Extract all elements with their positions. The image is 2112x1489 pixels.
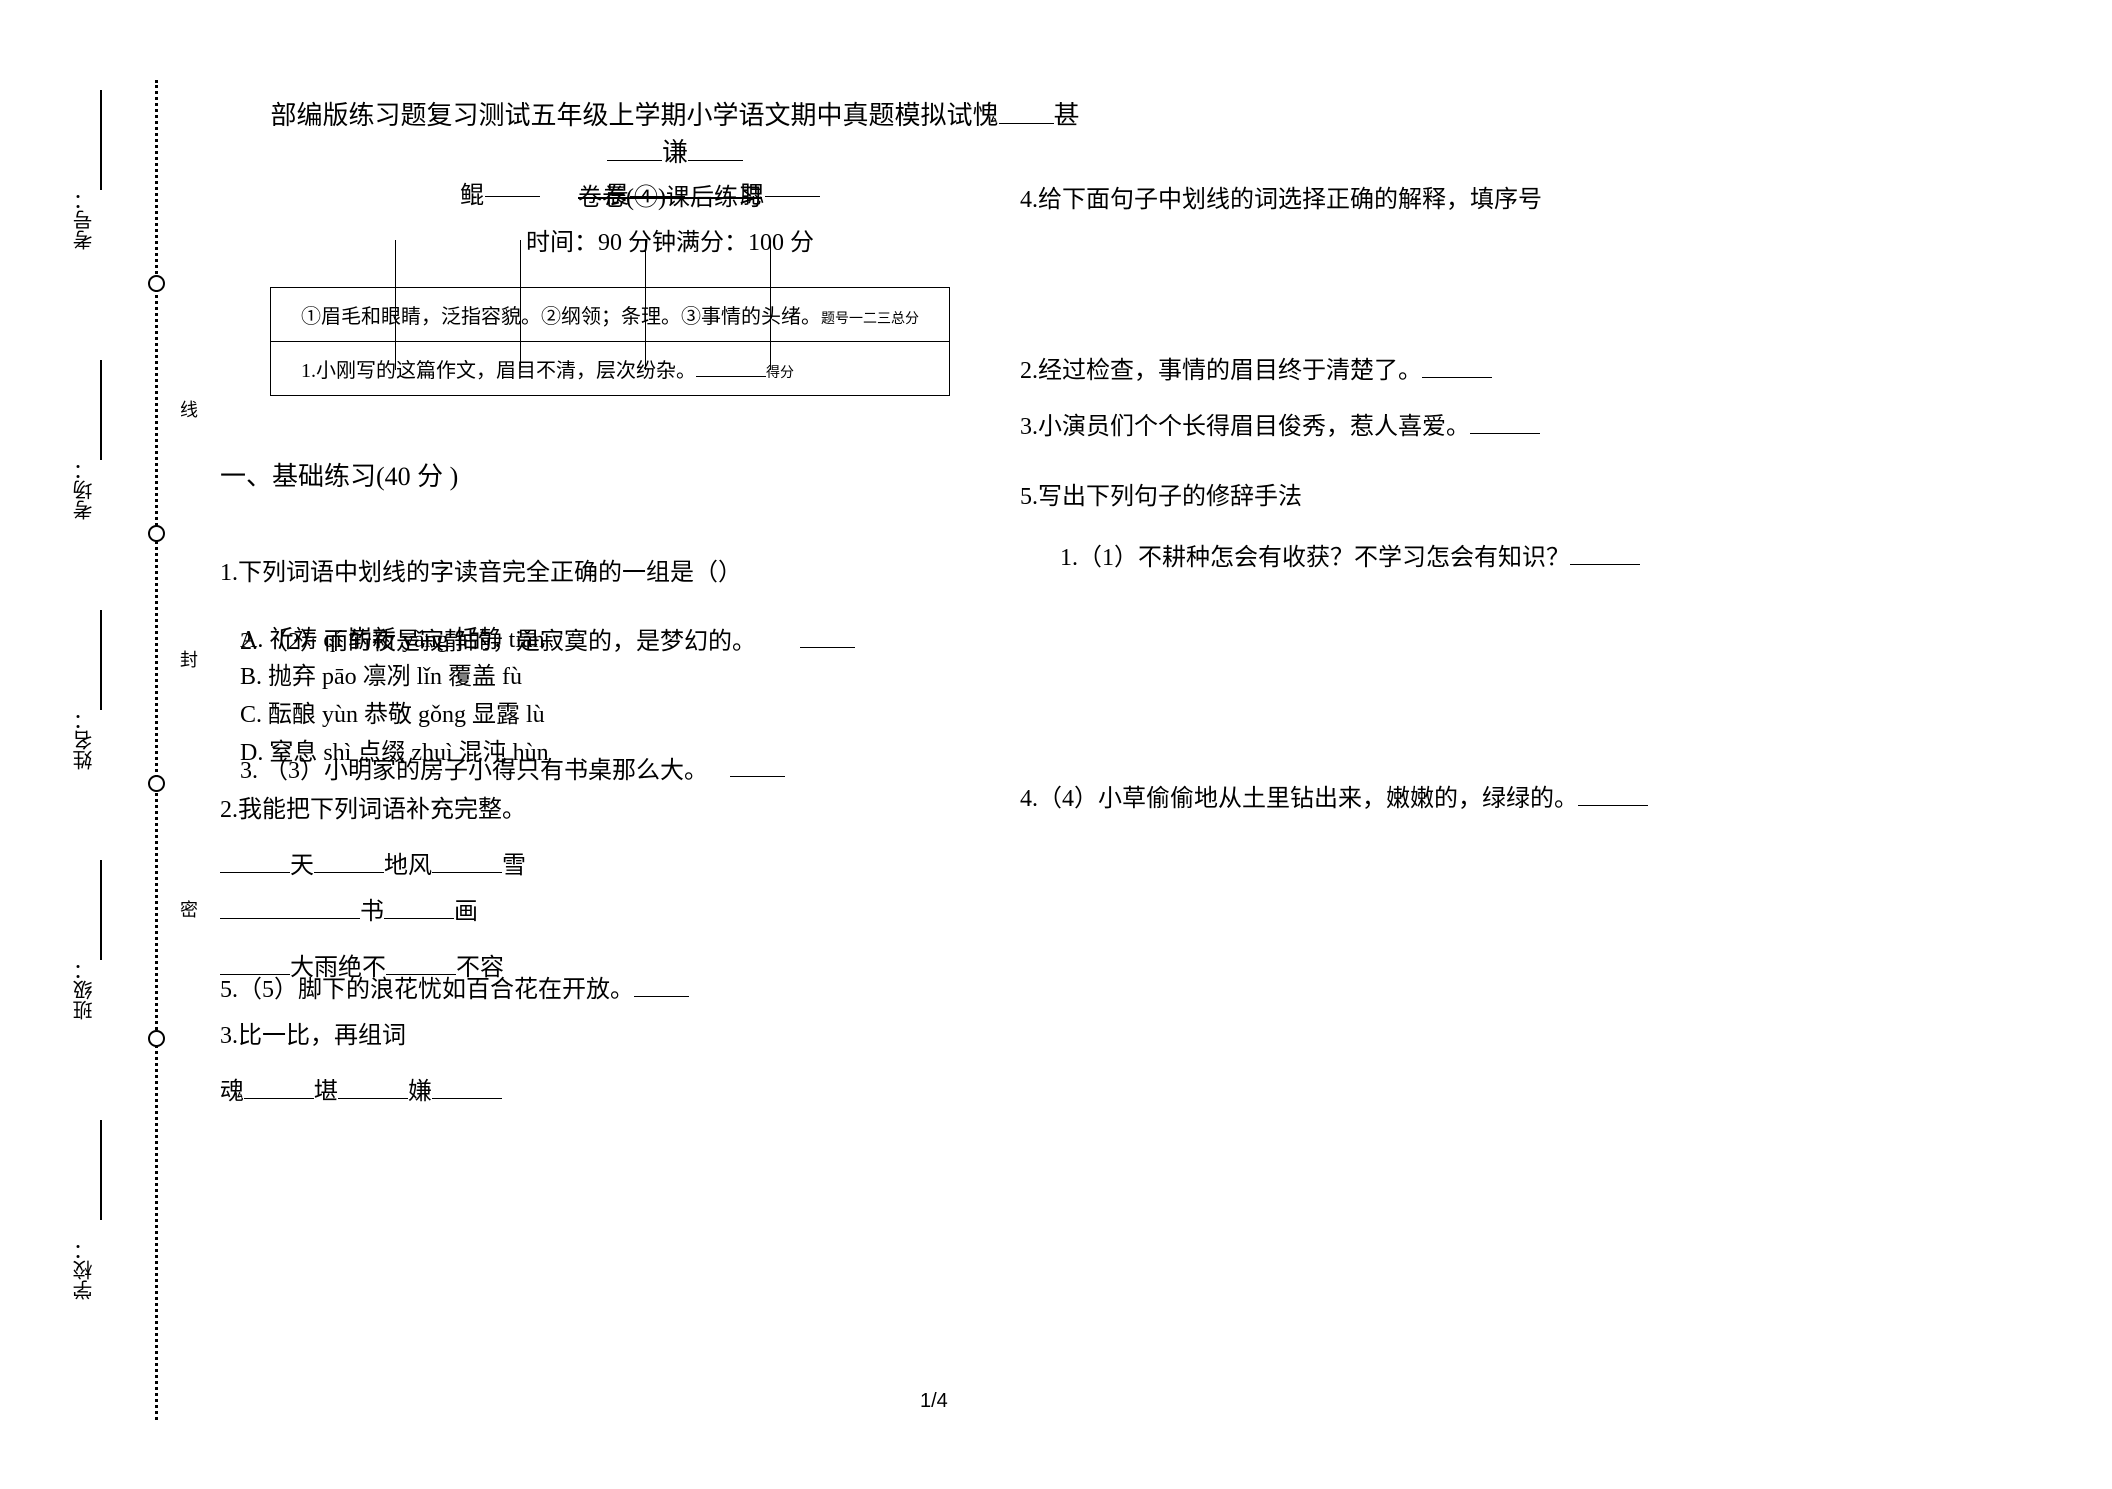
blank [730, 755, 785, 777]
section-1-title: 一、基础练习(40 分 ) [220, 456, 1040, 493]
fold-circle [148, 775, 165, 792]
blank [800, 626, 855, 648]
blank [220, 851, 290, 873]
blank [485, 175, 540, 197]
q5-sub4: 4.（4）小草偷偷地从土里钻出来，嫩嫩的，绿绿的。 [1020, 779, 1800, 820]
q5-sub1: 1.（1）不耕种怎会有收获？不学习怎会有知识？ [1060, 538, 1800, 579]
blank [765, 175, 820, 197]
option-a: A. 祈祷 qí 崭新 yǎng 恬静 tiǎn 2. （2）雨的夜是寂静的，是… [240, 624, 1040, 658]
sidebar-blank-line [100, 360, 102, 460]
score-table: ①眉毛和眼睛，泛指容貌。②纲领；条理。③事情的头绪。题号一二三总分 1.小刚写的… [270, 287, 950, 396]
table-cell-defs: ①眉毛和眼睛，泛指容貌。②纲领；条理。③事情的头绪。题号一二三总分 [271, 288, 950, 342]
q2-line1: 天地风雪 [220, 846, 1040, 887]
q4-sub3: 3.小演员们个个长得眉目俊秀，惹人喜爱。 [1020, 407, 1800, 448]
q2-line3: 大雨绝不不容 5.（5）脚下的浪花忧如百合花在开放。 [220, 948, 1040, 989]
exam-info-sidebar: 考号： 考场： 姓名： 班级： 学校： [60, 60, 140, 1410]
blank [696, 355, 766, 377]
blank [244, 1077, 314, 1099]
subtitle-char: 腮 [740, 175, 764, 210]
option-b: B. 抛弃 pāo 凛冽 lǐn 覆盖 fù [240, 661, 1040, 695]
subtitle-char: 鲲 [460, 175, 484, 210]
seal-char-secret: 密 [175, 900, 201, 918]
sidebar-label-class: 班级： [70, 960, 99, 1020]
right-column: 4.给下面句子中划线的词选择正确的解释，填序号 2.经过检查，事情的眉目终于清楚… [1020, 165, 1800, 835]
blank [1422, 356, 1492, 378]
subtitle-char: 晨 [605, 175, 629, 210]
sidebar-label-school: 学校： [70, 1240, 99, 1300]
sidebar-blank-line [100, 860, 102, 960]
exam-timing: 时间：90 分钟满分：100 分 [320, 222, 1020, 257]
blank [384, 897, 454, 919]
sidebar-label-exam-id: 考号： [70, 190, 99, 250]
exam-title: 部编版练习题复习测试五年级上学期小学语文期中真题模拟试愧 甚谦 [250, 95, 1100, 169]
sidebar-label-room: 考场： [70, 460, 99, 520]
blank [607, 139, 662, 161]
blank [1570, 543, 1640, 565]
blank [688, 139, 743, 161]
question-5-stem: 5.写出下列句子的修辞手法 [1020, 477, 1800, 518]
table-row: ①眉毛和眼睛，泛指容貌。②纲领；条理。③事情的头绪。题号一二三总分 [271, 288, 950, 342]
page-number: 1/4 [920, 1390, 948, 1413]
blank [999, 102, 1054, 124]
seal-char-line: 线 [175, 400, 201, 418]
blank [220, 897, 360, 919]
fold-circle [148, 275, 165, 292]
fold-circle [148, 525, 165, 542]
blank [432, 1077, 502, 1099]
sidebar-blank-line [100, 1120, 102, 1220]
title-char: 谦 [662, 138, 688, 167]
title-prefix: 部编版练习题复习测试五年级上学期小学语文期中真题模拟试 [270, 101, 972, 130]
exam-subtitle: 鲲 晨 腮 卷卷(④)课后练习 [320, 177, 1020, 212]
question-4-stem: 4.给下面句子中划线的词选择正确的解释，填序号 [1020, 180, 1800, 221]
blank [432, 851, 502, 873]
sidebar-label-name: 姓名： [70, 710, 99, 770]
seal-char-seal: 封 [175, 650, 201, 668]
blank [634, 975, 689, 997]
q2-line2: 书画 [220, 892, 1040, 933]
option-c: C. 酝酿 yùn 恭敬 gǒng 显露 lù [240, 699, 1040, 733]
question-3-stem: 3.比一比，再组词 [220, 1016, 1040, 1057]
question-2-stem: 2.我能把下列词语补充完整。 [220, 790, 1040, 831]
blank [314, 851, 384, 873]
table-cell-sentence: 1.小刚写的这篇作文，眉目不清，层次纷杂。得分 [271, 342, 950, 396]
title-char: 甚 [1054, 101, 1080, 130]
left-column: 部编版练习题复习测试五年级上学期小学语文期中真题模拟试愧甚谦 鲲 晨 腮 卷卷(… [220, 95, 1040, 1128]
blank [1470, 412, 1540, 434]
title-char: 愧 [972, 101, 998, 130]
blank [338, 1077, 408, 1099]
blank [1578, 784, 1648, 806]
blank [630, 175, 685, 197]
question-1-stem: 1.下列词语中划线的字读音完全正确的一组是（） [220, 553, 1040, 594]
option-d: D. 窒息 shì 点缀 zhuì 混沌 hùn 3. （3）小明家的房子小得只… [240, 737, 1040, 771]
sidebar-blank-line [100, 90, 102, 190]
q4-sub2: 2.经过检查，事情的眉目终于清楚了。 [1020, 351, 1800, 392]
q3-line1: 魂堪嫌 [220, 1072, 1040, 1113]
fold-circle [148, 1030, 165, 1047]
table-row: 1.小刚写的这篇作文，眉目不清，层次纷杂。得分 [271, 342, 950, 396]
sidebar-blank-line [100, 610, 102, 710]
